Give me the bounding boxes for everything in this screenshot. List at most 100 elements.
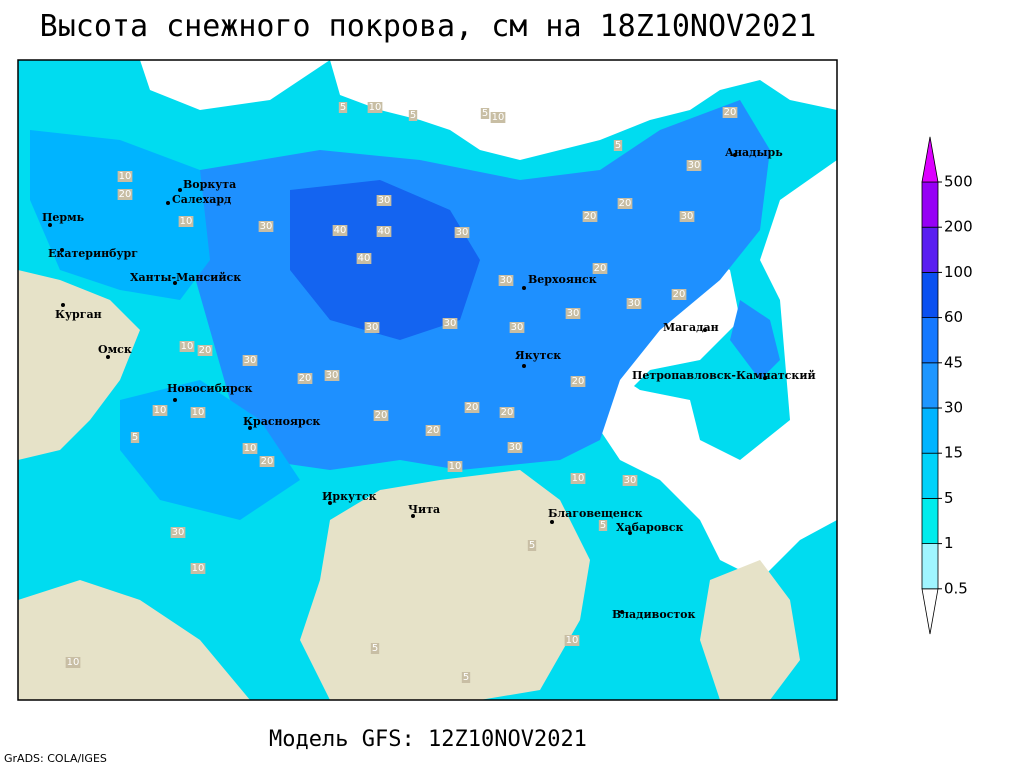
city-dot <box>550 520 554 524</box>
city-dot <box>733 153 737 157</box>
contour-label: 30 <box>366 322 379 333</box>
contour-label: 30 <box>326 370 339 381</box>
contour-label: 10 <box>154 405 167 416</box>
contour-label-box <box>592 263 608 274</box>
colorbar-label: 5 <box>944 489 954 507</box>
colorbar-label: 60 <box>944 308 963 326</box>
contour-label: 40 <box>358 253 371 264</box>
kamchatka <box>730 300 780 380</box>
city-dot <box>522 364 526 368</box>
contour-label-box <box>170 527 186 538</box>
colorbar-band <box>921 452 939 499</box>
japan <box>700 560 800 700</box>
city-label: Анадырь <box>725 146 783 159</box>
contour-label: 20 <box>619 198 632 209</box>
contour-label: 10 <box>369 102 382 113</box>
contour-label-box <box>152 405 168 416</box>
city-label: Красноярск <box>243 415 320 428</box>
contour-label: 30 <box>628 298 641 309</box>
contour-label-box <box>370 643 380 654</box>
contour-label: 10 <box>566 635 579 646</box>
contour-label: 30 <box>260 221 273 232</box>
contour-label: 10 <box>181 341 194 352</box>
contour-label-box <box>190 563 206 574</box>
contour-label: 10 <box>572 473 585 484</box>
subtitle: Модель GFS: 12Z10NOV2021 <box>269 727 587 752</box>
city-label: Екатеринбург <box>48 247 138 260</box>
contour-label-box <box>130 432 140 443</box>
contour-label: 5 <box>463 672 469 683</box>
contour-label: 10 <box>449 461 462 472</box>
city-label: Верхоянск <box>528 273 597 286</box>
contour-label: 5 <box>529 540 535 551</box>
city-label: Чита <box>408 503 440 516</box>
contour-label: 5 <box>372 643 378 654</box>
contour-label-box <box>679 211 695 222</box>
city-dot <box>763 376 767 380</box>
contour-label-box <box>117 189 133 200</box>
contour-label-box <box>190 407 206 418</box>
contour-label-box <box>178 216 194 227</box>
contour-label-box <box>447 461 463 472</box>
city-dot <box>48 223 52 227</box>
city-dot <box>60 248 64 252</box>
city-label: Салехард <box>172 193 231 206</box>
colorbar-band <box>921 543 939 590</box>
contour-label-box <box>297 373 313 384</box>
city-label: Воркута <box>183 178 236 191</box>
contour-label: 30 <box>688 160 701 171</box>
city-label: Владивосток <box>612 608 696 621</box>
credit: GrADS: COLA/IGES <box>4 752 107 765</box>
contour-label: 40 <box>334 225 347 236</box>
contour-label: 30 <box>624 475 637 486</box>
cities: Воркута Салехард Пермь Екатеринбург Хант… <box>42 146 816 621</box>
arctic-sea <box>18 60 330 110</box>
contour-label: 30 <box>244 355 257 366</box>
city-dot <box>620 610 624 614</box>
south-land <box>18 580 250 700</box>
contour-label: 20 <box>584 211 597 222</box>
contour-label: 30 <box>378 195 391 206</box>
contour-label-box <box>258 221 274 232</box>
city-label: Пермь <box>42 211 85 224</box>
contour-label: 20 <box>375 410 388 421</box>
colorbar-band <box>921 317 939 364</box>
contour-label: 5 <box>132 432 138 443</box>
contour-label-box <box>480 108 490 119</box>
contour-label: 5 <box>340 102 346 113</box>
colorbar-band <box>921 362 939 409</box>
contour-label-box <box>622 475 638 486</box>
contour-label-box <box>425 425 441 436</box>
contour-label-box <box>356 253 372 264</box>
contour-label-box <box>332 225 348 236</box>
contour-label-box <box>197 345 213 356</box>
contour-label-box <box>564 635 580 646</box>
contour-label: 30 <box>509 442 522 453</box>
contour-label-box <box>461 672 471 683</box>
map: Воркута Салехард Пермь Екатеринбург Хант… <box>17 59 838 701</box>
colorbar-label: 0.5 <box>944 579 968 597</box>
city-dot <box>166 201 170 205</box>
contour-label: 10 <box>180 216 193 227</box>
map-frame <box>17 59 838 701</box>
city-label: Ханты-Мансийск <box>130 271 241 284</box>
city-label: Магадан <box>663 321 719 334</box>
contour-label-box <box>626 298 642 309</box>
contour-label-box <box>686 160 702 171</box>
city-dot <box>411 514 415 518</box>
contour-label-box <box>324 370 340 381</box>
contour-label-box <box>408 110 418 121</box>
contour-label: 10 <box>244 443 257 454</box>
contour-label: 20 <box>299 373 312 384</box>
contour-label-box <box>565 308 581 319</box>
contour-label-box <box>613 140 623 151</box>
contour-label-box <box>367 102 383 113</box>
colorbar-label: 30 <box>944 399 963 417</box>
city-label: Благовещенск <box>548 507 643 520</box>
contour-label: 30 <box>567 308 580 319</box>
contour-label-box <box>338 102 348 113</box>
colorbar-band <box>921 497 939 544</box>
south-land <box>300 470 590 700</box>
contour-label-box <box>582 211 598 222</box>
